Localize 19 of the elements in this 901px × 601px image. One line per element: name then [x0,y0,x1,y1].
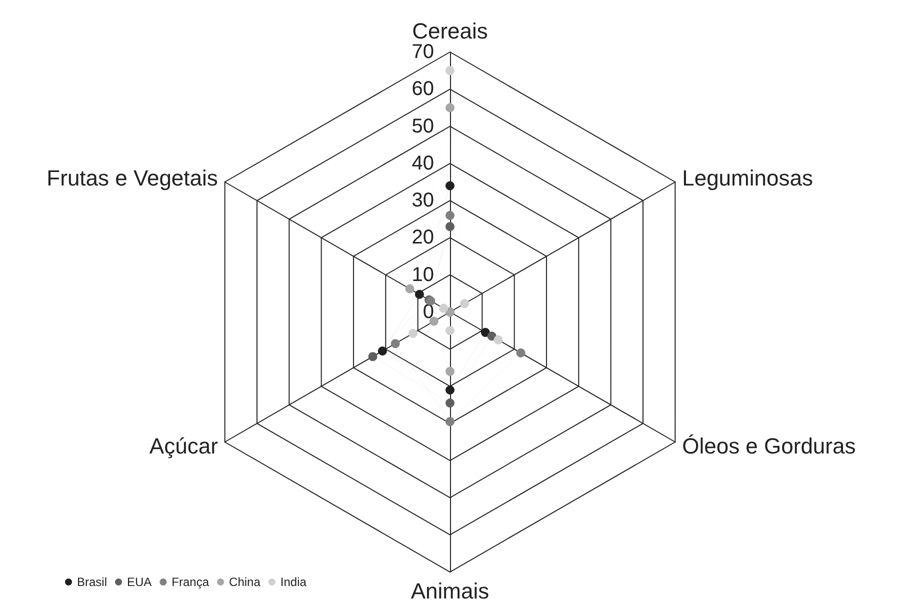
spoke-label: Óleos e Gorduras [682,434,856,458]
legend-label: India [280,575,307,589]
spoke-label: Animais [410,578,490,601]
spoke-label: Cereais [412,18,488,44]
y-tick-label: 60 [412,78,434,100]
legend-label: França [172,575,210,589]
spoke-label: Leguminosas [682,166,813,190]
legend-label: EUA [127,575,152,589]
legend-label: Brasil [77,575,108,589]
y-tick-label: 70 [412,41,434,63]
y-tick-label: 20 [412,226,434,249]
spoke-label: Açúcar [149,434,218,458]
spoke-label: Frutas e Vegetais [46,166,218,190]
y-tick-label: 0 [422,301,434,323]
legend-label: China [229,575,261,589]
y-tick-label: 40 [412,152,434,174]
y-tick-label: 50 [412,115,434,138]
y-tick-label: 30 [412,190,434,212]
y-tick-label: 10 [412,264,434,286]
